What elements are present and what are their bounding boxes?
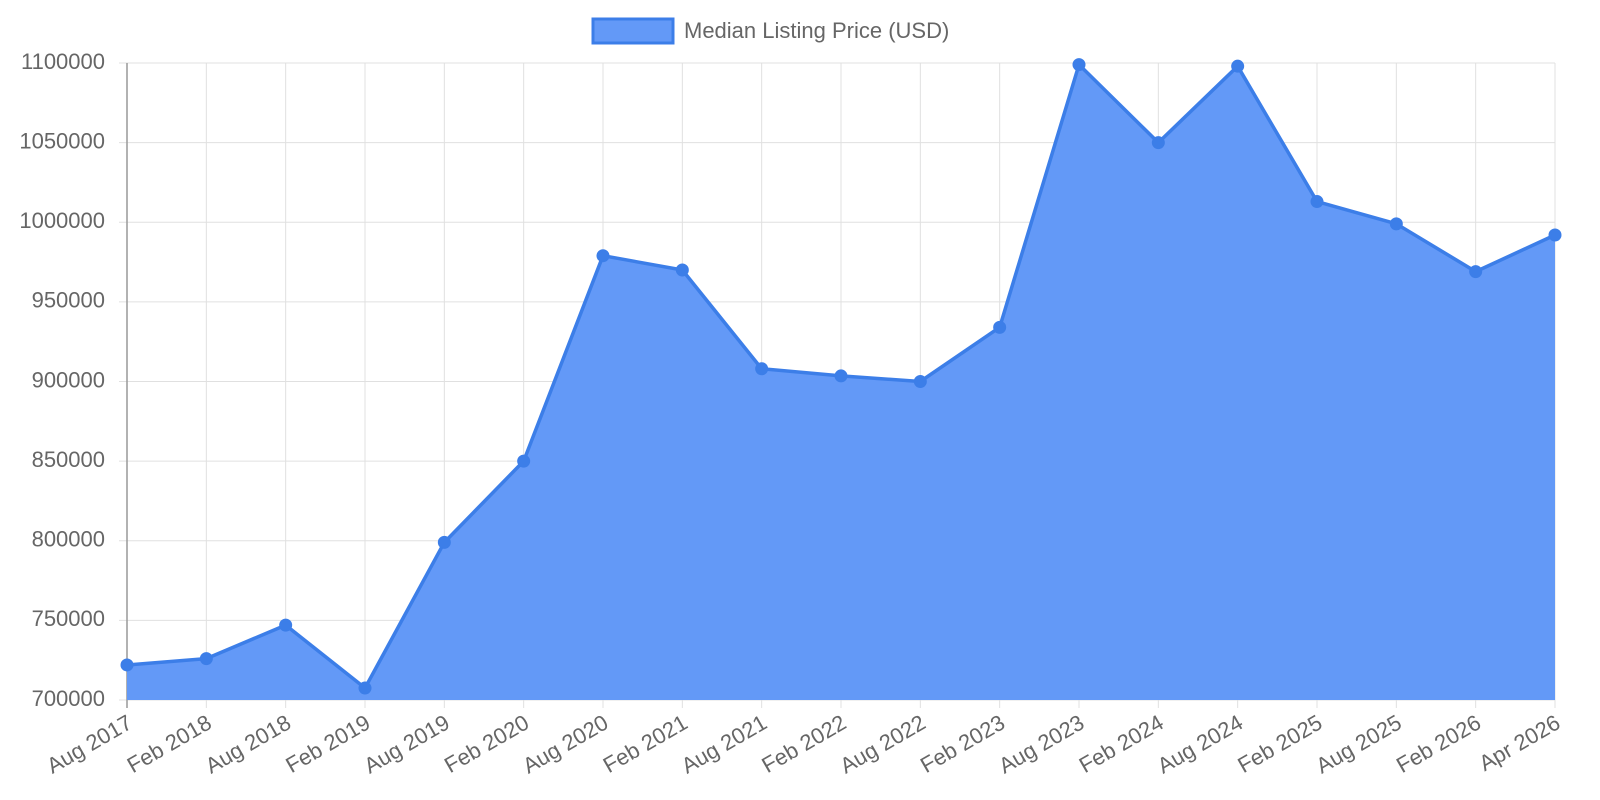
x-tick-label: Apr 2026 bbox=[1475, 710, 1565, 776]
point bbox=[1389, 217, 1403, 231]
x-tick-label: Aug 2019 bbox=[360, 710, 454, 779]
y-tick-label: 950000 bbox=[32, 288, 105, 313]
point bbox=[1310, 195, 1324, 209]
point bbox=[913, 375, 927, 388]
y-tick-label: 1000000 bbox=[19, 208, 105, 233]
x-tick-label: Aug 2017 bbox=[42, 710, 136, 779]
point bbox=[437, 535, 451, 549]
x-tick-label: Feb 2026 bbox=[1392, 710, 1485, 778]
point bbox=[834, 369, 848, 383]
x-tick-label: Aug 2022 bbox=[836, 710, 930, 779]
x-tick-label: Feb 2021 bbox=[599, 710, 692, 778]
point bbox=[1072, 58, 1086, 72]
x-tick-label: Aug 2025 bbox=[1312, 710, 1406, 779]
point bbox=[1231, 59, 1245, 73]
x-tick-label: Feb 2022 bbox=[757, 710, 850, 778]
x-tick-label: Feb 2024 bbox=[1075, 710, 1168, 778]
point bbox=[755, 362, 769, 376]
y-tick-label: 850000 bbox=[32, 447, 105, 472]
point bbox=[358, 681, 372, 695]
y-tick-label: 900000 bbox=[32, 367, 105, 392]
x-tick-label: Feb 2023 bbox=[916, 710, 1009, 778]
point bbox=[279, 618, 293, 632]
point bbox=[675, 263, 689, 277]
point bbox=[517, 454, 531, 468]
x-tick-label: Feb 2025 bbox=[1233, 710, 1326, 778]
legend-swatch bbox=[591, 17, 675, 45]
point bbox=[1548, 228, 1562, 242]
point bbox=[596, 249, 610, 263]
legend-label: Median Listing Price (USD) bbox=[684, 18, 949, 43]
point bbox=[120, 658, 134, 672]
x-tick-label: Aug 2020 bbox=[518, 710, 612, 779]
point bbox=[1151, 136, 1165, 150]
point bbox=[993, 320, 1007, 334]
y-tick-label: 700000 bbox=[32, 686, 105, 711]
point bbox=[199, 652, 213, 666]
x-tick-label: Feb 2019 bbox=[281, 710, 374, 778]
y-tick-label: 1050000 bbox=[19, 128, 105, 153]
x-tick-label: Aug 2024 bbox=[1153, 710, 1247, 779]
y-tick-label: 750000 bbox=[32, 606, 105, 631]
x-tick-label: Aug 2021 bbox=[677, 710, 771, 779]
point bbox=[1469, 265, 1483, 279]
y-tick-label: 800000 bbox=[32, 527, 105, 552]
y-tick-label: 1100000 bbox=[21, 49, 105, 74]
x-tick-label: Aug 2023 bbox=[994, 710, 1088, 779]
x-tick-label: Aug 2018 bbox=[201, 710, 295, 779]
x-tick-label: Feb 2020 bbox=[440, 710, 533, 778]
x-tick-label: Feb 2018 bbox=[123, 710, 216, 778]
